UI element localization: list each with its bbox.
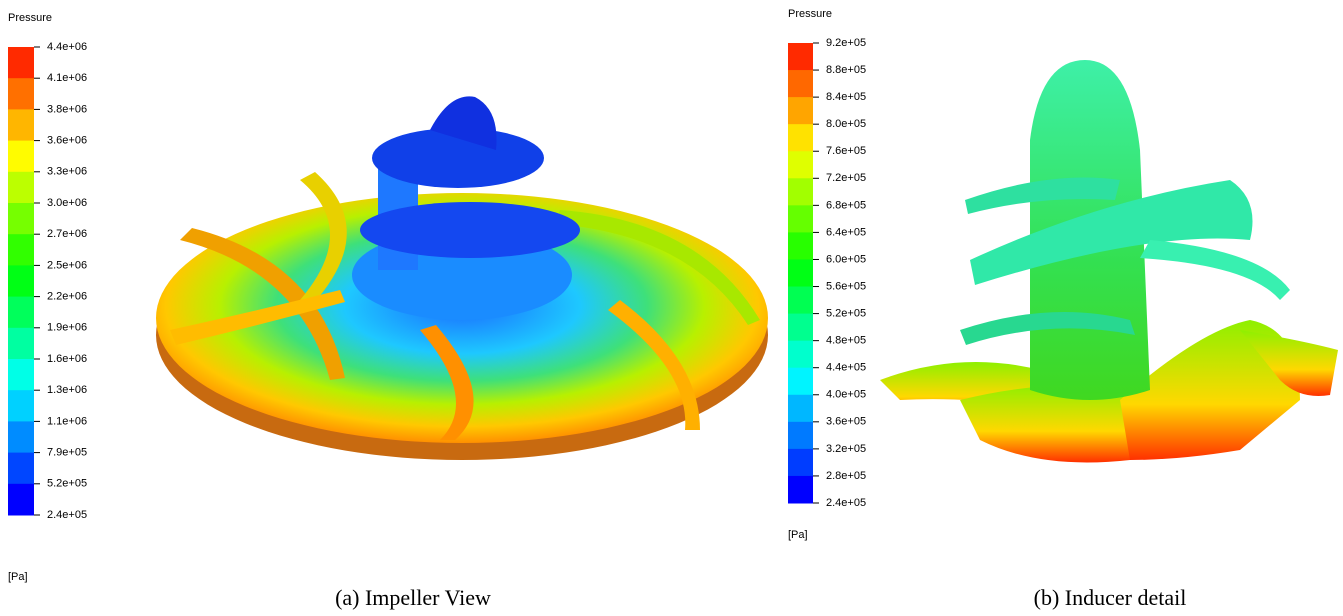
tick-label: 3.8e+06 <box>47 103 87 115</box>
color-band <box>788 178 813 206</box>
colorbar: Pressure [Pa] 9.2e+05 8.8e+05 8.4e+05 8.0e+… <box>788 8 866 541</box>
tick-label: 2.7e+06 <box>47 228 87 240</box>
tick-label: 3.0e+06 <box>47 197 87 209</box>
tick-label: 2.8e+05 <box>826 470 866 482</box>
tick-label: 5.2e+05 <box>47 478 87 490</box>
tick-label: 2.5e+06 <box>47 259 87 271</box>
caption: (b) Inducer detail <box>1034 585 1187 610</box>
tick-label: 3.6e+06 <box>47 135 87 147</box>
color-band <box>788 151 813 179</box>
impeller-render <box>156 96 768 460</box>
tick-label: 4.0e+05 <box>826 389 866 401</box>
tick-label: 3.6e+05 <box>826 416 866 428</box>
color-band <box>788 97 813 125</box>
tick-label: 5.6e+05 <box>826 280 866 292</box>
legend-title: Pressure <box>8 12 52 24</box>
color-band <box>788 341 813 369</box>
tick-label: 8.0e+05 <box>826 118 866 130</box>
color-band <box>788 70 813 98</box>
tick-label: 7.6e+05 <box>826 145 866 157</box>
color-band <box>788 476 813 504</box>
color-band <box>788 124 813 152</box>
tick-label: 1.1e+06 <box>47 415 87 427</box>
color-band <box>8 47 34 79</box>
legend-unit: [Pa] <box>8 571 28 583</box>
inducer-render <box>880 60 1338 463</box>
tick-label: 7.9e+05 <box>47 447 87 459</box>
color-band <box>8 203 34 235</box>
color-band <box>788 422 813 450</box>
color-band <box>788 43 813 71</box>
color-band <box>8 453 34 485</box>
color-band <box>788 232 813 260</box>
color-band <box>8 328 34 360</box>
color-band <box>8 109 34 141</box>
tick-label: 3.2e+05 <box>826 443 866 455</box>
tick-label: 2.2e+06 <box>47 291 87 303</box>
color-band <box>8 78 34 110</box>
legend-unit: [Pa] <box>788 529 808 541</box>
color-band <box>8 297 34 329</box>
color-band <box>8 359 34 391</box>
colorbar: Pressure [Pa] 4.4e+06 4.1e+06 3.8e+06 3.6e+… <box>8 12 87 583</box>
color-band <box>8 390 34 422</box>
tick-label: 6.0e+05 <box>826 253 866 265</box>
color-band <box>8 484 34 516</box>
color-band <box>788 314 813 342</box>
caption: (a) Impeller View <box>335 585 491 610</box>
color-band <box>788 259 813 287</box>
tick-label: 6.4e+05 <box>826 226 866 238</box>
tick-label: 8.4e+05 <box>826 91 866 103</box>
tick-label: 2.4e+05 <box>826 497 866 509</box>
color-band <box>788 287 813 315</box>
tick-label: 6.8e+05 <box>826 199 866 211</box>
tick-label: 8.8e+05 <box>826 64 866 76</box>
legend-title: Pressure <box>788 8 832 20</box>
color-band <box>788 368 813 396</box>
figure: Pressure [Pa] 4.4e+06 4.1e+06 3.8e+06 3.6e+… <box>0 0 1343 616</box>
color-band <box>8 421 34 453</box>
tick-label: 4.4e+06 <box>47 41 87 53</box>
color-band <box>8 234 34 266</box>
tick-label: 4.4e+05 <box>826 362 866 374</box>
color-band <box>8 172 34 204</box>
tick-label: 3.3e+06 <box>47 166 87 178</box>
tick-label: 4.1e+06 <box>47 72 87 84</box>
color-band <box>788 205 813 233</box>
tick-label: 1.6e+06 <box>47 353 87 365</box>
tick-label: 1.9e+06 <box>47 322 87 334</box>
color-band <box>788 449 813 477</box>
tick-label: 7.2e+05 <box>826 172 866 184</box>
tick-label: 1.3e+06 <box>47 384 87 396</box>
tick-label: 5.2e+05 <box>826 307 866 319</box>
tick-label: 9.2e+05 <box>826 37 866 49</box>
color-band <box>8 141 34 173</box>
color-band <box>8 265 34 297</box>
tick-label: 4.8e+05 <box>826 335 866 347</box>
color-band <box>788 395 813 423</box>
tick-label: 2.4e+05 <box>47 509 87 521</box>
